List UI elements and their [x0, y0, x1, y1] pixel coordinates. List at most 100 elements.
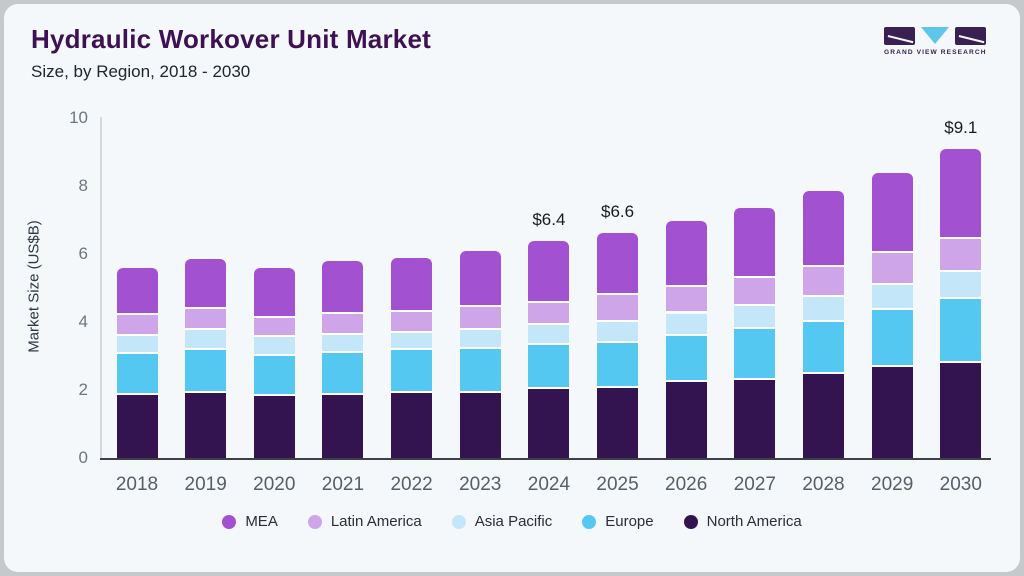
legend-dot-icon	[683, 514, 698, 529]
legend-label: MEA	[245, 513, 278, 530]
bar-segment	[322, 353, 364, 395]
chart-legend: MEA Latin America Asia Pacific Europe North …	[0, 513, 1024, 530]
bar-segment	[459, 349, 501, 393]
bar-segment	[528, 389, 570, 458]
bar-segment	[116, 395, 158, 458]
logo-r-block	[955, 27, 986, 45]
bar-segment	[597, 388, 639, 458]
bar-segment	[665, 313, 707, 336]
bar-segment	[528, 345, 570, 390]
x-tick-label: 2029	[871, 474, 914, 495]
y-axis-line	[100, 117, 102, 459]
x-tick-label: 2026	[665, 474, 708, 495]
legend-label: Asia Pacific	[474, 513, 553, 530]
bar-segment	[459, 250, 501, 308]
bar-segment	[734, 380, 776, 458]
legend-item-latin-america: Latin America	[307, 513, 422, 530]
y-tick-label: 8	[78, 176, 88, 195]
y-tick-label: 6	[78, 244, 88, 263]
bar-segment	[871, 310, 913, 368]
bar-segment	[734, 329, 776, 381]
bar-segment	[322, 394, 364, 458]
bar-segment	[253, 317, 295, 338]
bar-segment	[459, 307, 501, 331]
bar-segment	[940, 239, 982, 272]
bar-segment	[871, 284, 913, 311]
bar-value-label: $9.1	[944, 118, 978, 138]
x-tick-label: 2028	[802, 474, 845, 495]
x-tick-label: 2020	[253, 474, 296, 495]
bar-segment	[871, 172, 913, 254]
bar-segment	[253, 268, 295, 318]
bar-segment	[185, 330, 227, 350]
chart-card	[4, 4, 1020, 572]
bar-segment	[116, 335, 158, 355]
bar-segment	[597, 321, 639, 344]
x-axis-line	[100, 457, 991, 460]
chart-subtitle: Size, by Region, 2018 - 2030	[31, 62, 251, 81]
bar-segment	[391, 349, 433, 394]
grand-view-research-logo: GRAND VIEW RESEARCH	[884, 27, 986, 59]
bar-segment	[665, 335, 707, 382]
legend-dot-icon	[582, 514, 597, 529]
logo-wordmark: GRAND VIEW RESEARCH	[884, 49, 987, 56]
y-tick-label: 10	[69, 108, 88, 127]
bar-segment	[528, 303, 570, 326]
bar-segment	[940, 149, 982, 240]
legend-label: North America	[706, 513, 802, 530]
bar-value-label: $6.6	[601, 201, 635, 221]
legend-label: Europe	[605, 513, 654, 530]
bar-segment	[185, 349, 227, 394]
bar-segment	[940, 362, 982, 458]
x-tick-label: 2024	[527, 474, 571, 495]
bar-segment	[185, 259, 227, 310]
bar-segment	[803, 191, 844, 267]
x-tick-label: 2019	[184, 474, 227, 495]
bar-segment	[253, 396, 295, 458]
bar-segment	[185, 393, 227, 458]
x-tick-label: 2023	[459, 474, 502, 495]
logo-g-block	[884, 27, 915, 45]
x-tick-label: 2018	[115, 474, 159, 495]
bar-segment	[665, 381, 707, 458]
legend-dot-icon	[222, 514, 237, 529]
y-tick-label: 2	[78, 380, 88, 399]
bar-segment	[322, 260, 364, 314]
bar-segment	[322, 334, 364, 354]
bar-segment	[253, 356, 295, 397]
bar-segment	[665, 221, 707, 288]
bar-segment	[116, 314, 158, 336]
bar-segment	[734, 306, 776, 330]
bar-segment	[803, 266, 844, 297]
bar-segment	[940, 299, 982, 363]
legend-dot-icon	[451, 514, 466, 529]
bar-segment	[391, 333, 433, 350]
bar-segment	[734, 208, 776, 279]
bar-segment	[597, 343, 639, 389]
bar-segment	[253, 337, 295, 356]
bar-segment	[803, 374, 844, 458]
x-tick-label: 2025	[596, 474, 639, 495]
bar-segment	[665, 287, 707, 314]
bar-segment	[185, 309, 227, 331]
x-tick-label: 2027	[733, 474, 776, 495]
bar-segment	[459, 392, 501, 458]
bar-segment	[528, 241, 570, 304]
bar-segment	[940, 271, 982, 300]
bar-segment	[803, 296, 844, 322]
y-axis-title: Market Size (US$B)	[25, 220, 43, 353]
bar-segment	[597, 295, 639, 322]
bar-segment	[116, 354, 158, 396]
bar-value-label: $6.4	[532, 210, 566, 230]
legend-item-mea: MEA	[222, 513, 278, 530]
x-tick-label: 2030	[939, 474, 982, 495]
bar-segment	[322, 313, 364, 335]
bar-segment	[803, 321, 844, 375]
chart-title: Hydraulic Workover Unit Market	[31, 24, 431, 54]
gvr-logo-mark-icon	[884, 27, 986, 45]
legend-item-north-america: North America	[683, 513, 802, 530]
bar-segment	[871, 367, 913, 458]
legend-label: Latin America	[330, 513, 422, 530]
